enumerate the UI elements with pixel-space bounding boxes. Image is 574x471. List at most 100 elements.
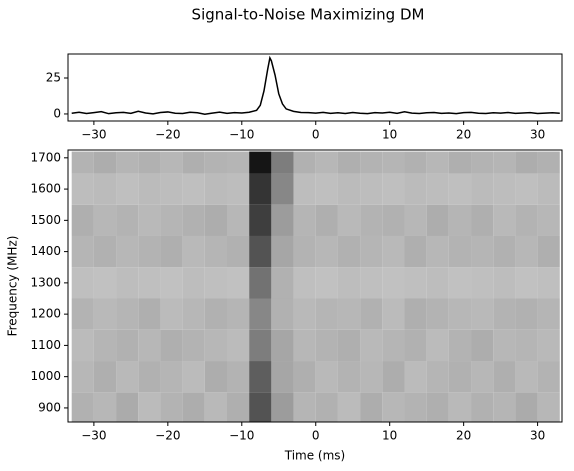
heatmap-cell [138, 329, 161, 362]
heatmap-cell [493, 361, 516, 393]
heatmap-cell [426, 151, 449, 174]
heatmap-cell [448, 392, 472, 422]
heatmap-cell [515, 329, 538, 362]
heatmap-cell [271, 361, 294, 393]
heatmap-cell [249, 151, 272, 174]
heatmap-cell [93, 151, 117, 174]
heatmap-cell [471, 361, 494, 393]
heatmap-cell [537, 235, 560, 268]
heatmap-cell [204, 173, 227, 205]
heatmap-cell [293, 173, 316, 205]
heatmap-cell [160, 204, 183, 236]
heatmap-cell [360, 173, 383, 205]
heatmap-cell [382, 298, 405, 330]
x-tick-label: 10 [382, 128, 397, 142]
heatmap-cell [71, 235, 94, 268]
heatmap-cell [204, 329, 227, 362]
heatmap-cell [116, 173, 139, 205]
heatmap-cell [426, 235, 449, 268]
heatmap-cell [404, 298, 427, 330]
heatmap-cell [204, 361, 227, 393]
heatmap-cell [471, 329, 494, 362]
heatmap-cell [382, 204, 405, 236]
heatmap-cell [471, 235, 494, 268]
heatmap-cell [493, 267, 516, 299]
y-tick-label: 1700 [30, 150, 61, 164]
heatmap-cell [315, 329, 338, 362]
heatmap-cell [382, 329, 405, 362]
heatmap-cell [426, 298, 449, 330]
heatmap-cell [71, 361, 94, 393]
heatmap-cell [138, 298, 161, 330]
heatmap-cell [471, 392, 494, 422]
heatmap-cell [182, 329, 205, 362]
heatmap-cell [226, 204, 250, 236]
heatmap-cell [93, 267, 117, 299]
heatmap-cell [471, 151, 494, 174]
y-tick-label: 1000 [30, 369, 61, 383]
heatmap-cell [493, 204, 516, 236]
x-tick-label: 20 [456, 429, 471, 443]
heatmap-cell [337, 151, 361, 174]
heatmap-cell [249, 392, 272, 422]
heatmap-cell [271, 329, 294, 362]
x-axis-label: Time (ms) [284, 449, 346, 463]
heatmap-cell [448, 204, 472, 236]
heatmap-cell [537, 173, 560, 205]
heatmap-cell [71, 173, 94, 205]
heatmap-cell [315, 298, 338, 330]
heatmap-cell [493, 173, 516, 205]
heatmap-cell [337, 329, 361, 362]
heatmap-cell [138, 361, 161, 393]
y-tick-label: 0 [53, 106, 61, 120]
heatmap-cell [71, 267, 94, 299]
heatmap-cell [160, 361, 183, 393]
heatmap-cell [493, 151, 516, 174]
heatmap-cell [337, 298, 361, 330]
heatmap-cell [337, 235, 361, 268]
heatmap-cell [249, 173, 272, 205]
heatmap-cell [160, 151, 183, 174]
heatmap-cell [71, 298, 94, 330]
y-tick-label: 1400 [30, 244, 61, 258]
heatmap-cell [182, 204, 205, 236]
heatmap-cell [426, 361, 449, 393]
x-tick-label: −20 [155, 128, 180, 142]
x-tick-label: −10 [229, 429, 254, 443]
heatmap-cell [226, 267, 250, 299]
heatmap-cell [448, 329, 472, 362]
figure-title: Signal-to-Noise Maximizing DM [192, 6, 425, 24]
heatmap-cell [160, 267, 183, 299]
heatmap-cell [182, 298, 205, 330]
heatmap-cell [249, 329, 272, 362]
heatmap-cell [93, 361, 117, 393]
heatmap-cell [138, 392, 161, 422]
heatmap-cell [182, 173, 205, 205]
heatmap-cell [226, 392, 250, 422]
heatmap-cell [515, 361, 538, 393]
heatmap-cell [382, 267, 405, 299]
heatmap-cell [204, 151, 227, 174]
heatmap-cell [404, 392, 427, 422]
heatmap-cell [116, 267, 139, 299]
heatmap-cell [249, 298, 272, 330]
heatmap-cell [116, 151, 139, 174]
heatmap-cell [271, 298, 294, 330]
heatmap-cell [71, 204, 94, 236]
heatmap-cell [382, 151, 405, 174]
y-tick-label: 1100 [30, 338, 61, 352]
x-tick-label: 20 [456, 128, 471, 142]
heatmap-cell [271, 204, 294, 236]
heatmap-cell [116, 392, 139, 422]
heatmap-cell [271, 392, 294, 422]
heatmap-cell [404, 267, 427, 299]
heatmap-cell [515, 235, 538, 268]
heatmap-cell [116, 329, 139, 362]
heatmap-cell [360, 298, 383, 330]
y-axis-label: Frequency (MHz) [6, 236, 20, 337]
heatmap-cell [293, 151, 316, 174]
heatmap-cell [337, 392, 361, 422]
heatmap-cell [404, 151, 427, 174]
heatmap-cell [382, 235, 405, 268]
heatmap-cell [226, 151, 250, 174]
